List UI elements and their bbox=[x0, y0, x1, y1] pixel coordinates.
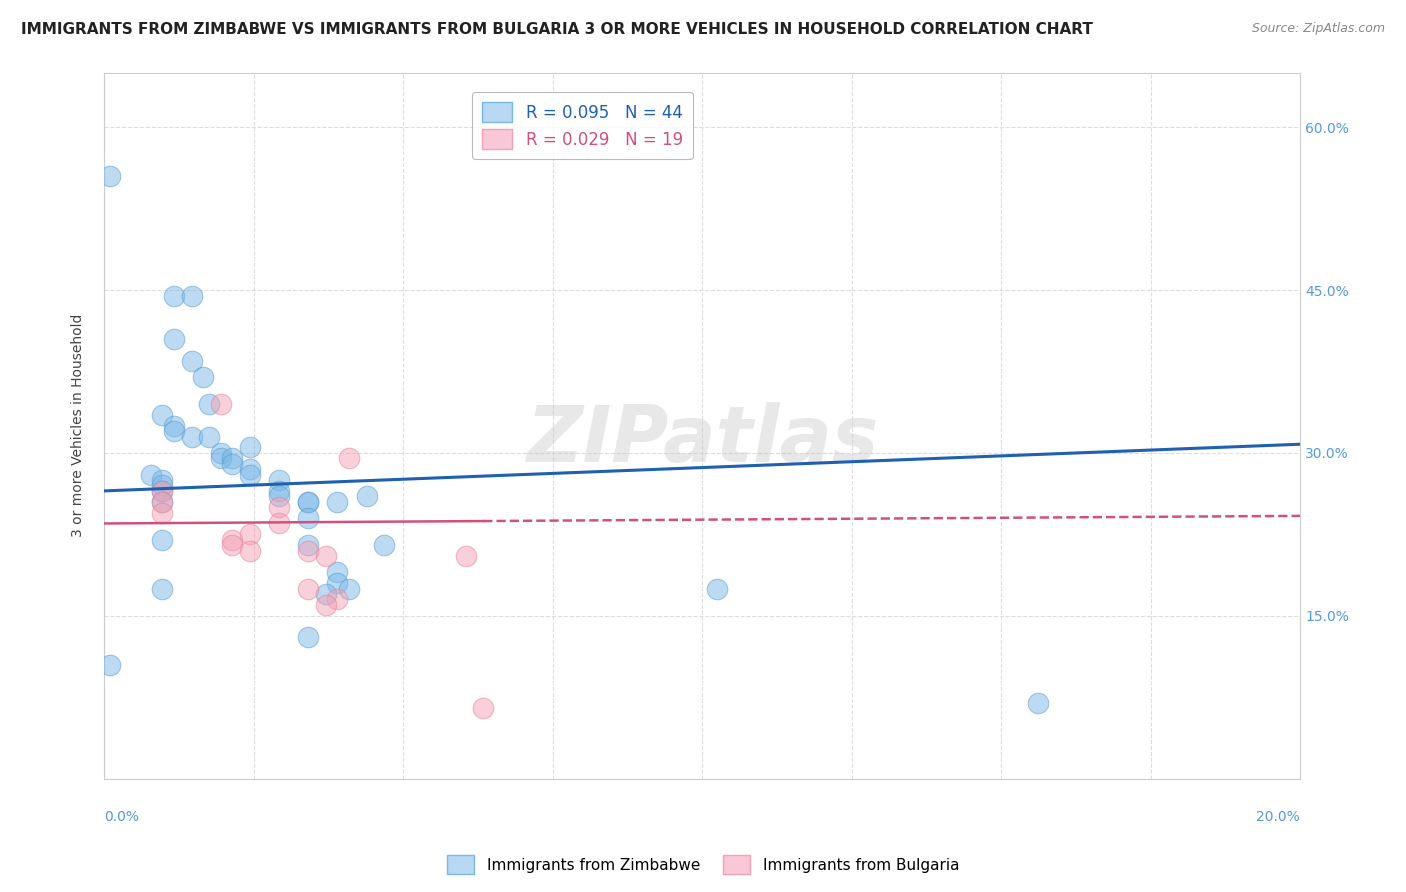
Point bbox=[163, 424, 186, 438]
Point bbox=[356, 489, 378, 503]
Point bbox=[139, 467, 162, 482]
Point bbox=[267, 516, 290, 531]
Point bbox=[267, 483, 290, 498]
Point bbox=[150, 478, 173, 492]
Point bbox=[150, 506, 173, 520]
Point bbox=[297, 495, 319, 509]
Point bbox=[337, 582, 360, 596]
Point bbox=[163, 332, 186, 346]
Point bbox=[180, 429, 202, 443]
Point bbox=[180, 288, 202, 302]
Point bbox=[193, 370, 215, 384]
Point bbox=[98, 169, 121, 183]
Point bbox=[150, 483, 173, 498]
Point bbox=[150, 533, 173, 547]
Point bbox=[337, 451, 360, 466]
Point bbox=[267, 489, 290, 503]
Point bbox=[297, 543, 319, 558]
Point bbox=[239, 467, 262, 482]
Point bbox=[239, 543, 262, 558]
Point bbox=[472, 701, 495, 715]
Text: Source: ZipAtlas.com: Source: ZipAtlas.com bbox=[1251, 22, 1385, 36]
Point bbox=[150, 495, 173, 509]
Point bbox=[221, 538, 243, 552]
Point bbox=[373, 538, 395, 552]
Point bbox=[326, 576, 349, 591]
Point bbox=[239, 527, 262, 541]
Text: 20.0%: 20.0% bbox=[1257, 810, 1301, 824]
Point bbox=[198, 397, 221, 411]
Point bbox=[209, 397, 232, 411]
Point bbox=[221, 457, 243, 471]
Point bbox=[297, 631, 319, 645]
Point bbox=[198, 429, 221, 443]
Point bbox=[239, 462, 262, 476]
Point bbox=[454, 549, 477, 563]
Legend: Immigrants from Zimbabwe, Immigrants from Bulgaria: Immigrants from Zimbabwe, Immigrants fro… bbox=[440, 849, 966, 880]
Point bbox=[297, 511, 319, 525]
Point bbox=[267, 473, 290, 487]
Legend: R = 0.095   N = 44, R = 0.029   N = 19: R = 0.095 N = 44, R = 0.029 N = 19 bbox=[472, 92, 693, 160]
Point bbox=[150, 473, 173, 487]
Point bbox=[221, 451, 243, 466]
Point bbox=[209, 451, 232, 466]
Point bbox=[326, 566, 349, 580]
Point bbox=[239, 441, 262, 455]
Text: IMMIGRANTS FROM ZIMBABWE VS IMMIGRANTS FROM BULGARIA 3 OR MORE VEHICLES IN HOUSE: IMMIGRANTS FROM ZIMBABWE VS IMMIGRANTS F… bbox=[21, 22, 1092, 37]
Point bbox=[209, 446, 232, 460]
Point bbox=[326, 495, 349, 509]
Point bbox=[1026, 696, 1049, 710]
Point bbox=[297, 495, 319, 509]
Point bbox=[297, 582, 319, 596]
Text: 0.0%: 0.0% bbox=[104, 810, 139, 824]
Point bbox=[98, 657, 121, 672]
Point bbox=[315, 549, 337, 563]
Point bbox=[315, 587, 337, 601]
Point bbox=[706, 582, 728, 596]
Point bbox=[180, 353, 202, 368]
Y-axis label: 3 or more Vehicles in Household: 3 or more Vehicles in Household bbox=[72, 314, 86, 538]
Point bbox=[150, 582, 173, 596]
Point bbox=[315, 598, 337, 612]
Point bbox=[267, 500, 290, 515]
Point bbox=[221, 533, 243, 547]
Point bbox=[163, 288, 186, 302]
Point bbox=[326, 592, 349, 607]
Point bbox=[163, 418, 186, 433]
Point bbox=[297, 538, 319, 552]
Point bbox=[150, 483, 173, 498]
Point bbox=[150, 495, 173, 509]
Text: ZIPatlas: ZIPatlas bbox=[526, 402, 879, 478]
Point bbox=[150, 408, 173, 422]
